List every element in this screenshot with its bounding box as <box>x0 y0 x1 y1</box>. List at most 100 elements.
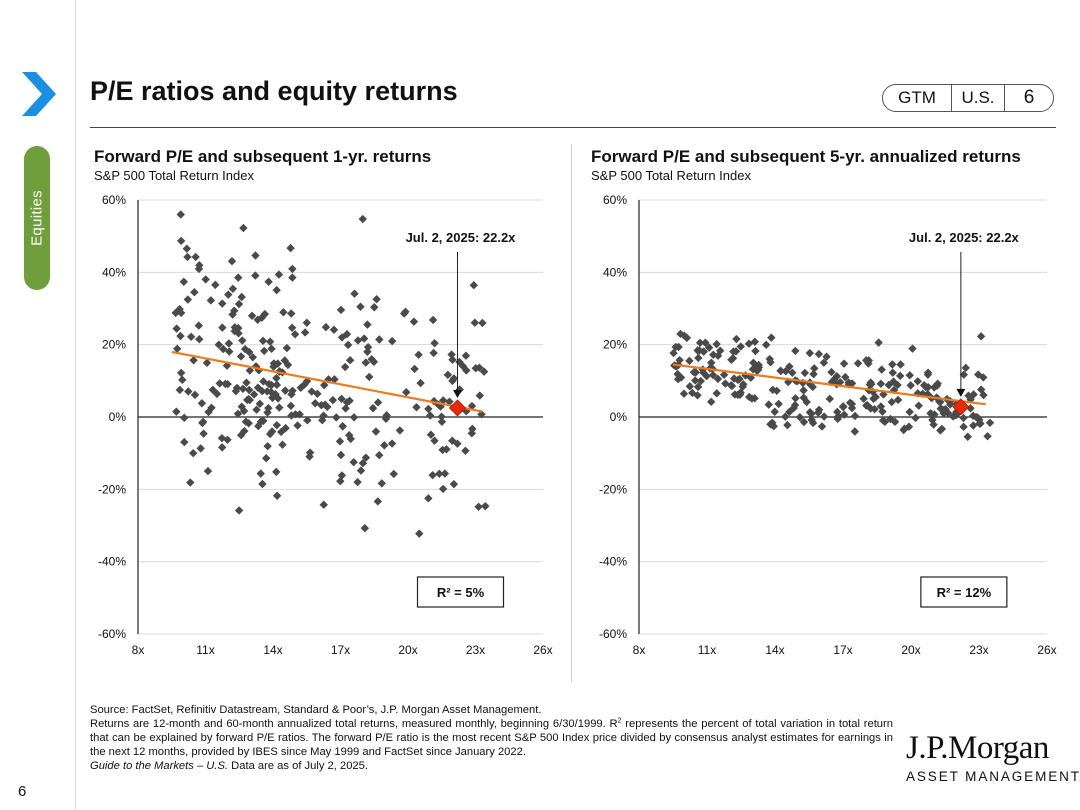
data-point <box>267 344 276 354</box>
data-point <box>844 378 853 387</box>
data-point <box>814 349 824 359</box>
data-point <box>236 430 246 440</box>
data-point <box>983 432 992 441</box>
data-point <box>448 376 457 386</box>
data-point <box>870 393 880 402</box>
data-point <box>850 411 860 421</box>
data-point <box>467 429 477 438</box>
data-point <box>874 338 883 347</box>
data-point <box>225 347 234 356</box>
data-point <box>971 412 981 422</box>
data-point <box>191 252 200 262</box>
data-point <box>171 308 180 318</box>
data-point <box>203 466 213 476</box>
data-point <box>265 429 275 439</box>
data-point <box>712 389 721 398</box>
data-point <box>231 386 241 396</box>
data-point <box>888 368 897 377</box>
chart-1-title: Forward P/E and subsequent 1-yr. returns <box>94 147 432 166</box>
data-point <box>808 382 817 392</box>
data-point <box>234 299 244 309</box>
data-point <box>286 243 295 253</box>
data-point <box>279 308 288 317</box>
data-point <box>361 358 370 367</box>
annotation-arrowhead <box>956 388 966 397</box>
data-point <box>719 370 729 379</box>
data-point <box>709 350 718 359</box>
data-point <box>767 333 776 342</box>
data-point <box>345 396 354 405</box>
data-point <box>218 323 227 332</box>
x-tick-label: 14x <box>765 643 784 657</box>
y-tick-label: 0% <box>610 410 628 424</box>
data-point <box>673 369 682 379</box>
data-point <box>223 379 232 389</box>
data-point <box>428 315 438 325</box>
data-point <box>321 322 331 332</box>
data-point <box>430 338 439 348</box>
data-point <box>751 362 761 371</box>
data-point <box>330 375 339 384</box>
data-point <box>350 289 359 298</box>
data-point <box>302 318 312 327</box>
data-point <box>693 382 703 392</box>
y-tick-label: 40% <box>603 265 627 279</box>
data-point <box>343 340 353 350</box>
data-point <box>272 420 282 430</box>
data-point <box>281 423 290 433</box>
page-number: 6 <box>18 783 27 800</box>
data-point <box>936 426 945 435</box>
data-point <box>929 420 938 429</box>
data-point <box>769 422 778 431</box>
data-point <box>768 385 777 395</box>
data-point <box>985 418 995 427</box>
data-point <box>878 407 887 416</box>
data-point <box>317 400 326 410</box>
y-tick-label: 60% <box>603 193 627 207</box>
y-tick-label: 20% <box>102 338 126 352</box>
section-tab-equities[interactable]: Equities <box>24 146 50 290</box>
data-point <box>311 399 320 408</box>
annotation-arrowhead <box>453 389 462 398</box>
data-point <box>356 302 365 311</box>
data-point <box>183 252 192 262</box>
data-point <box>945 400 955 409</box>
data-point <box>943 408 953 418</box>
data-point <box>706 397 716 407</box>
data-point <box>470 318 480 327</box>
data-point <box>930 410 939 419</box>
data-point <box>212 389 222 399</box>
data-point <box>244 385 254 395</box>
data-point <box>435 469 444 478</box>
data-point <box>676 329 685 339</box>
data-point <box>274 270 284 279</box>
data-point <box>182 244 192 253</box>
data-point <box>840 410 849 419</box>
footer-guide: Guide to the Markets – U.S. Data are as … <box>90 760 368 772</box>
data-point <box>921 382 931 392</box>
data-point <box>371 427 381 436</box>
x-tick-label: 26x <box>533 643 552 657</box>
data-point <box>674 342 683 352</box>
data-point <box>696 376 705 386</box>
data-point <box>286 401 296 411</box>
data-point <box>428 470 437 480</box>
data-point <box>233 409 243 418</box>
data-point <box>332 413 341 422</box>
data-point <box>887 397 896 407</box>
data-point <box>850 427 860 436</box>
data-point <box>765 354 774 364</box>
data-point <box>281 386 290 395</box>
data-point <box>370 303 379 312</box>
data-point <box>735 374 744 384</box>
data-point <box>439 396 448 405</box>
data-point <box>959 422 968 432</box>
data-point <box>369 357 379 367</box>
data-point <box>196 444 205 453</box>
data-point <box>876 379 886 388</box>
data-point <box>791 394 800 403</box>
data-point <box>866 404 875 413</box>
data-point <box>412 403 421 412</box>
data-point <box>679 389 689 398</box>
data-point <box>373 497 383 506</box>
